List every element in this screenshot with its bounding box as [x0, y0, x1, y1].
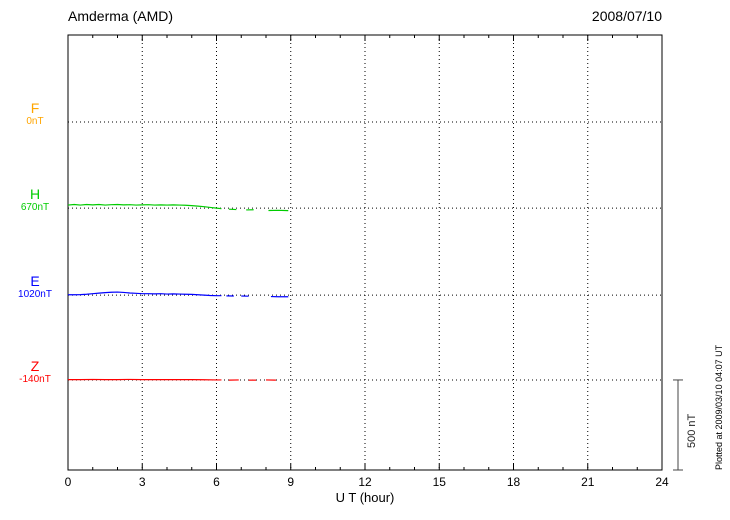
- series-label-F: F 0nT: [8, 100, 62, 128]
- trace-H: [67, 203, 222, 210]
- series-letter-F: F: [30, 100, 40, 116]
- x-tick-label: 6: [213, 475, 220, 489]
- series-label-Z: Z -140nT: [8, 358, 62, 386]
- plot-date: 2008/07/10: [591, 8, 662, 24]
- series-label-E: E 1020nT: [8, 273, 62, 301]
- trace-Z: [68, 378, 222, 381]
- series-letter-H: H: [29, 186, 41, 203]
- x-tick-label: 3: [139, 475, 146, 489]
- series-letter-E: E: [30, 273, 40, 290]
- series-baseline-E: 1020nT: [18, 289, 52, 301]
- x-tick-label: 0: [65, 475, 72, 489]
- series-baseline-F: 0nT: [26, 116, 44, 128]
- x-axis-label: U T (hour): [335, 490, 395, 505]
- x-tick-label: 24: [655, 475, 669, 489]
- x-tick-label: 9: [287, 475, 294, 489]
- station-title: Amderma (AMD): [68, 8, 174, 24]
- plot-frame: [67, 34, 663, 471]
- series-baseline-H: 670nT: [20, 202, 50, 214]
- x-tick-label: 21: [581, 475, 595, 489]
- trace-E: [68, 291, 222, 297]
- series-letter-Z: Z: [30, 357, 40, 374]
- series-label-H: H 670nT: [8, 186, 62, 214]
- plotted-at-note: Plotted at 2009/03/10 04:07 UT: [714, 344, 724, 470]
- series-baseline-Z: -140nT: [19, 374, 51, 386]
- x-tick-label: 18: [507, 475, 521, 489]
- x-tick-label: 15: [433, 475, 447, 489]
- scale-bar-label: 500 nT: [686, 413, 698, 448]
- x-tick-label: 12: [358, 475, 372, 489]
